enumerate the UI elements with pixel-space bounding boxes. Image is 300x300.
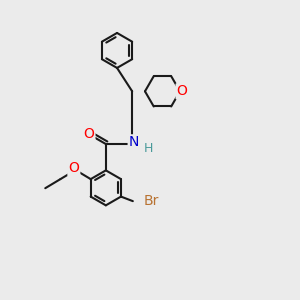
Text: H: H — [144, 142, 153, 155]
Text: O: O — [177, 84, 188, 98]
Text: O: O — [68, 161, 79, 175]
Text: Br: Br — [143, 194, 159, 208]
Text: N: N — [129, 135, 139, 149]
Text: O: O — [84, 127, 94, 141]
